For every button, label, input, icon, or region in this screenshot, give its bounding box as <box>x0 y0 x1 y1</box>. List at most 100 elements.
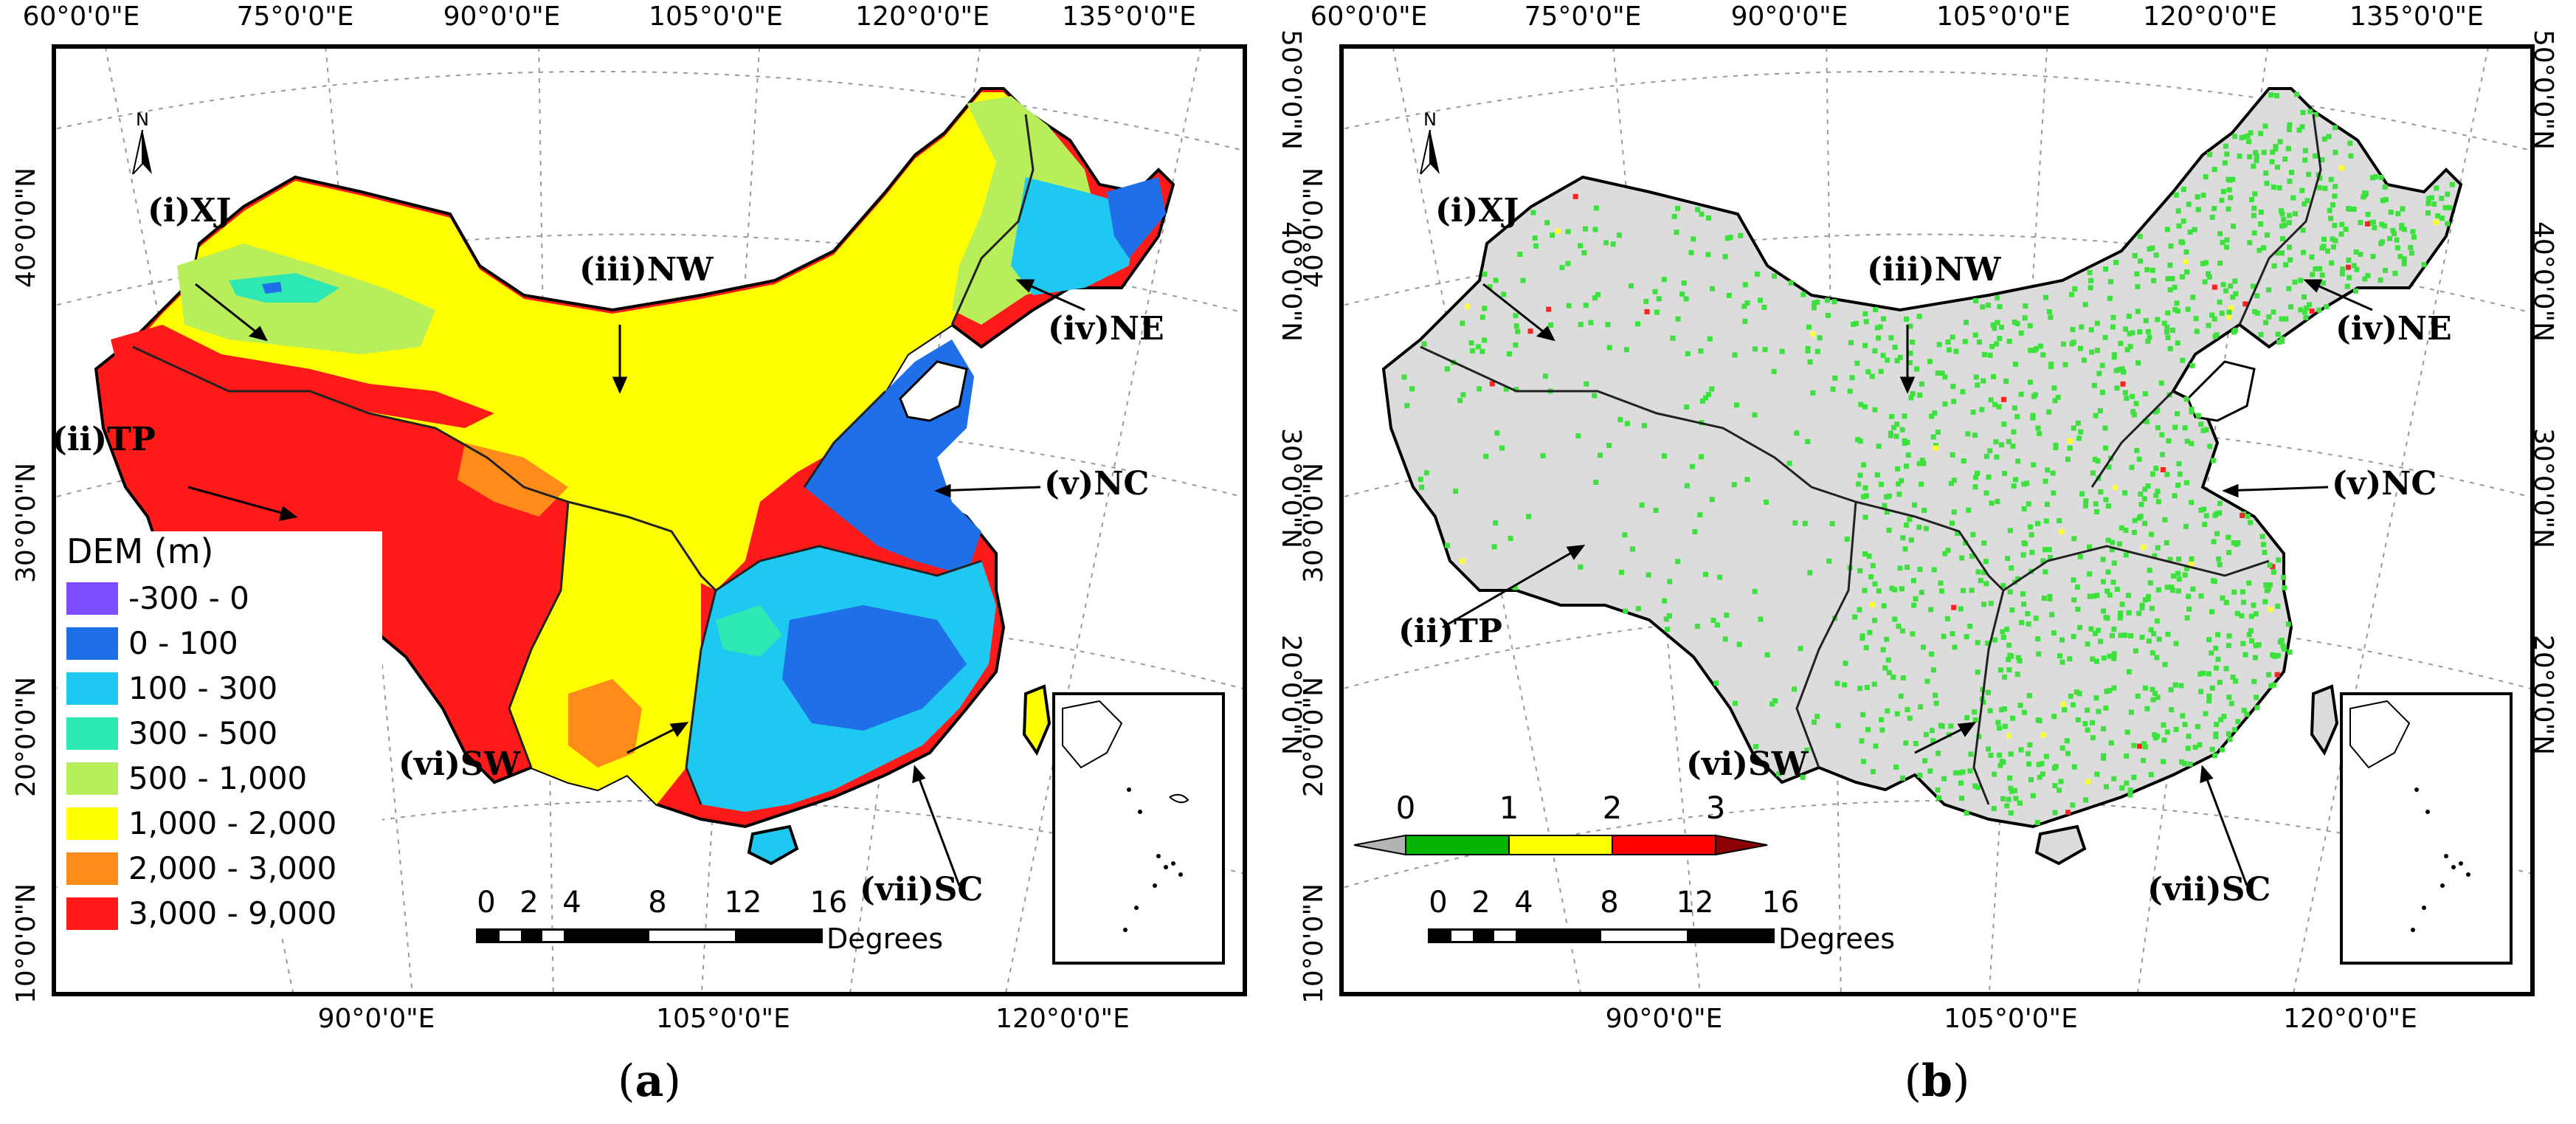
station-point <box>2283 316 2289 322</box>
station-point <box>1981 352 1987 357</box>
station-point <box>1999 324 2004 330</box>
station-point <box>2206 271 2211 277</box>
station-point <box>1856 481 1861 487</box>
station-point <box>2104 689 2110 694</box>
lon-tick-bottom: 120°0'0"E <box>2283 1004 2417 1034</box>
station-point <box>1997 303 2003 309</box>
station-point <box>2231 589 2237 595</box>
station-point <box>2072 286 2078 292</box>
station-point <box>1862 514 1868 520</box>
station-point <box>2059 659 2065 665</box>
station-point <box>1681 280 1687 286</box>
station-point <box>2105 537 2111 543</box>
station-point <box>2254 153 2259 159</box>
station-point <box>2049 612 2055 618</box>
station-point <box>2006 796 2012 802</box>
lat-tick-left: 10°0'0"N <box>11 883 41 1004</box>
station-point <box>1908 537 1914 543</box>
station-point <box>2088 285 2093 291</box>
station-point <box>2014 414 2020 420</box>
station-point <box>2164 585 2170 590</box>
station-point <box>2187 230 2193 235</box>
station-point <box>2266 314 2272 320</box>
region-label-xj: (i)XJ <box>1435 192 1519 230</box>
station-point <box>2224 151 2230 157</box>
station-point <box>2358 220 2363 225</box>
station-point <box>2276 557 2282 563</box>
station-point <box>1995 499 2000 504</box>
station-point <box>2048 362 2054 367</box>
station-point <box>2175 208 2181 214</box>
station-point <box>1873 743 1879 749</box>
station-point <box>1921 644 1926 650</box>
station-point <box>2209 685 2215 691</box>
station-point <box>1583 226 1588 232</box>
station-point <box>1946 347 1952 353</box>
station-point <box>1507 351 1512 357</box>
station-point <box>1699 454 1705 460</box>
station-point <box>2380 198 2386 204</box>
station-point <box>1916 461 1922 466</box>
station-point <box>1532 235 1538 241</box>
station-point <box>2152 691 2158 696</box>
station-point <box>2246 632 2252 638</box>
station-point <box>1468 340 1474 346</box>
station-point <box>1694 624 1700 630</box>
station-point <box>2005 556 2011 562</box>
station-point <box>2121 369 2127 375</box>
station-point <box>2421 262 2427 268</box>
station-point <box>2028 379 2033 385</box>
station-point <box>1987 708 1993 714</box>
station-point <box>2010 444 2016 449</box>
station-point <box>1904 523 1909 528</box>
station-point <box>2302 157 2308 163</box>
station-point <box>2018 330 2024 336</box>
station-point <box>2253 611 2259 617</box>
north-arrow-icon <box>131 129 152 177</box>
station-point <box>1863 319 1869 325</box>
station-point <box>1810 331 1816 337</box>
station-point <box>2211 206 2217 211</box>
lon-tick-top: 75°0'0"E <box>1524 1 1642 32</box>
station-point <box>2093 695 2099 701</box>
station-point <box>2433 219 2439 225</box>
station-point <box>2251 213 2256 218</box>
station-point <box>1969 587 1975 593</box>
station-point <box>1879 481 1884 487</box>
station-point <box>1878 368 1884 374</box>
station-point <box>1460 392 1466 398</box>
station-point <box>1617 417 1623 423</box>
station-point <box>2206 274 2212 280</box>
station-point <box>1610 241 1616 247</box>
station-point <box>2207 444 2213 449</box>
station-point <box>2014 321 2020 326</box>
station-point <box>1706 215 1711 221</box>
station-point <box>2223 666 2229 672</box>
station-point <box>1548 323 1554 328</box>
station-point <box>1592 393 1598 399</box>
station-point <box>1671 213 1677 219</box>
station-point <box>2098 638 2104 644</box>
station-point <box>2242 301 2248 307</box>
station-point <box>1889 585 1895 591</box>
lon-tick-bottom: 90°0'0"E <box>1605 1004 1723 1034</box>
station-point <box>1900 535 1906 541</box>
station-point <box>1975 382 1981 388</box>
station-point <box>2002 471 2007 476</box>
lon-tick-bottom: 90°0'0"E <box>317 1004 435 1034</box>
station-point <box>2132 252 2138 258</box>
station-point <box>2025 751 2031 756</box>
station-point <box>1999 707 2005 713</box>
station-point <box>1945 548 1951 554</box>
station-point <box>2192 227 2197 232</box>
station-point <box>2090 656 2096 662</box>
station-point <box>2079 491 2085 497</box>
station-point <box>2071 425 2076 431</box>
station-point <box>2107 295 2113 301</box>
station-point <box>2201 506 2207 512</box>
station-point <box>2251 230 2257 236</box>
station-point <box>2431 201 2437 207</box>
station-point <box>2096 627 2101 633</box>
station-point <box>2313 111 2318 117</box>
station-point <box>2070 802 2076 808</box>
